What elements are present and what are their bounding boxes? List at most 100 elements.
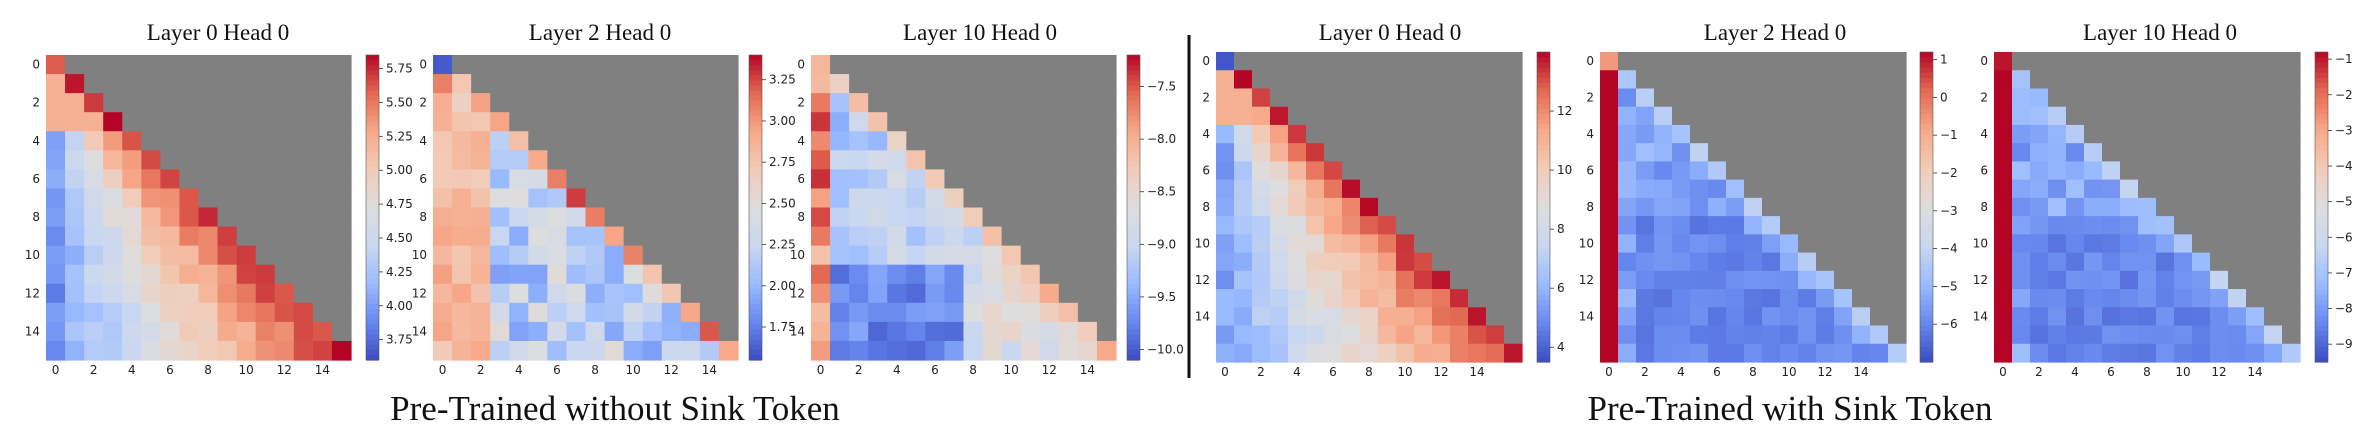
- heatmap-cell: [925, 226, 946, 247]
- masked-cell: [1870, 179, 1889, 199]
- caption-without-sink: Pre-Trained without Sink Token: [390, 389, 840, 428]
- heatmap-cell: [811, 55, 831, 75]
- masked-cell: [1432, 70, 1451, 90]
- heatmap-cell: [255, 302, 276, 323]
- masked-cell: [1324, 143, 1343, 163]
- heatmap-cell: [160, 340, 181, 361]
- colorbar-segment: [2315, 310, 2328, 317]
- heatmap-cell: [141, 264, 161, 285]
- colorbar-segment: [366, 192, 379, 198]
- heatmap-cell: [103, 245, 123, 266]
- colorbar-segment: [749, 65, 762, 71]
- masked-cell: [2282, 143, 2301, 163]
- colorbar-segment: [749, 171, 762, 178]
- masked-cell: [1324, 124, 1343, 144]
- colorbar-segment: [366, 324, 379, 331]
- colorbar-segment: [366, 121, 379, 127]
- heatmap-cell: [2138, 289, 2157, 308]
- heatmap-cell: [1378, 216, 1397, 235]
- masked-cell: [179, 74, 200, 94]
- colorbar-segment: [366, 283, 379, 290]
- masked-cell: [2264, 307, 2283, 327]
- colorbar-segment: [1127, 182, 1140, 188]
- masked-cell: [509, 93, 529, 113]
- heatmap-cell: [1504, 343, 1523, 363]
- heatmap-cell: [490, 226, 510, 247]
- masked-cell: [718, 169, 739, 190]
- heatmap-cell: [452, 283, 472, 304]
- masked-cell: [2246, 197, 2265, 217]
- masked-cell: [2228, 197, 2247, 217]
- masked-cell: [1096, 55, 1117, 75]
- heatmap-cell: [255, 340, 276, 361]
- heatmap-cell: [433, 112, 453, 132]
- heatmap-cell: [1077, 340, 1098, 361]
- heatmap-cell: [1414, 270, 1433, 290]
- heatmap-cell: [1816, 289, 1835, 308]
- colorbar-segment: [749, 329, 762, 336]
- masked-cell: [2120, 52, 2139, 71]
- masked-cell: [2264, 88, 2283, 108]
- masked-cell: [661, 112, 682, 132]
- colorbar-segment: [749, 70, 762, 76]
- heatmap-cell: [1708, 197, 1727, 217]
- masked-cell: [1077, 264, 1098, 285]
- x-tick-label: 12: [2211, 365, 2226, 379]
- masked-cell: [1504, 143, 1523, 163]
- heatmap-cell: [1306, 179, 1325, 199]
- masked-cell: [1798, 216, 1817, 235]
- colorbar-segment: [1920, 98, 1933, 105]
- masked-cell: [1888, 307, 1907, 327]
- heatmap-cell: [868, 150, 888, 170]
- heatmap-cell: [1396, 234, 1415, 254]
- colorbar-segment: [1127, 354, 1140, 361]
- heatmap-cell: [433, 169, 453, 190]
- masked-cell: [1816, 106, 1835, 126]
- colorbar-segment: [366, 70, 379, 76]
- heatmap-cell: [1726, 307, 1745, 327]
- colorbar-segment: [749, 212, 762, 219]
- masked-cell: [236, 131, 257, 151]
- colorbar-segment: [1537, 279, 1550, 286]
- heatmap-cell: [1324, 307, 1343, 327]
- colorbar-segment: [1127, 319, 1140, 326]
- heatmap-cell: [84, 264, 104, 285]
- masked-cell: [217, 74, 238, 94]
- heatmap-cell: [46, 169, 66, 190]
- masked-cell: [293, 245, 314, 266]
- masked-cell: [1468, 270, 1487, 290]
- panel-title: Layer 0 Head 0: [1319, 20, 1461, 45]
- colorbar-segment: [2315, 232, 2328, 239]
- masked-cell: [1504, 161, 1523, 181]
- colorbar-segment: [1537, 165, 1550, 172]
- heatmap-cell: [1816, 307, 1835, 327]
- masked-cell: [1816, 179, 1835, 199]
- heatmap-cell: [1288, 161, 1307, 181]
- heatmap-cell: [46, 226, 66, 247]
- heatmap-cell: [1654, 234, 1673, 254]
- heatmap-cell: [1600, 216, 1619, 235]
- heatmap-cell: [1252, 124, 1271, 144]
- colorbar-frame: [1919, 51, 1934, 363]
- heatmap-cell: [433, 283, 453, 304]
- heatmap-cell: [925, 283, 946, 304]
- colorbar-segment: [2315, 119, 2328, 125]
- heatmap-cell: [1600, 307, 1619, 327]
- heatmap-cell: [1726, 234, 1745, 254]
- heatmap-cell: [433, 340, 453, 361]
- masked-cell: [217, 150, 238, 170]
- colorbar-segment: [1537, 124, 1550, 131]
- masked-cell: [982, 131, 1003, 151]
- x-tick-label: 4: [128, 363, 136, 377]
- masked-cell: [1870, 252, 1889, 272]
- heatmap-cell: [1252, 88, 1271, 108]
- heatmap-cell: [452, 112, 472, 132]
- masked-cell: [274, 93, 295, 113]
- heatmap-cell: [65, 150, 85, 170]
- colorbar-segment: [2315, 300, 2328, 306]
- heatmap-cell: [490, 321, 510, 342]
- heatmap-cell: [642, 321, 663, 342]
- masked-cell: [2210, 52, 2229, 71]
- colorbar-frame: [365, 54, 380, 361]
- heatmap-cell: [490, 207, 510, 228]
